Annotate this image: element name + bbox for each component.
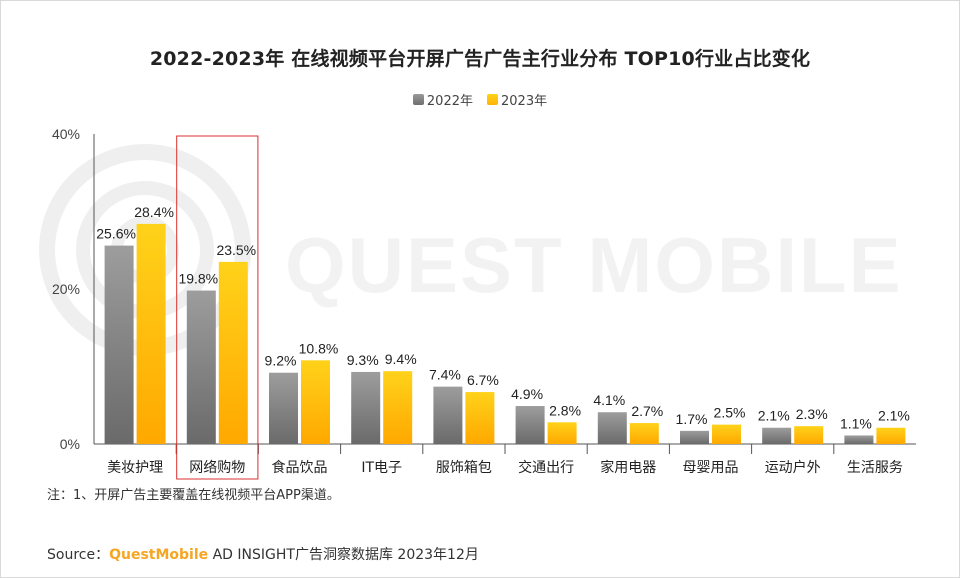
y-tick-label: 0% (60, 436, 80, 452)
bar-2022 (680, 430, 709, 444)
data-label: 28.4% (134, 204, 174, 220)
data-label: 9.3% (347, 352, 379, 368)
x-tick-label: 美妆护理 (107, 460, 163, 476)
bar-2022 (844, 435, 874, 444)
x-tick-label: 生活服务 (847, 460, 903, 476)
source-prefix: Source： (47, 547, 110, 563)
footnote: 注：1、开屏广告主要覆盖在线视频平台APP渠道。 (47, 488, 340, 503)
bar-2023 (712, 424, 741, 444)
x-tick-label: 网络购物 (189, 460, 245, 476)
data-label: 23.5% (216, 242, 256, 258)
data-label: 2.7% (631, 403, 663, 419)
data-label: 25.6% (96, 226, 136, 242)
data-label: 7.4% (429, 367, 461, 383)
x-tick-label: 运动户外 (765, 459, 821, 476)
data-label: 1.7% (676, 411, 708, 427)
bar-2022 (269, 372, 298, 444)
bar-2023 (301, 360, 330, 444)
data-label: 9.4% (385, 351, 417, 367)
bar-2022 (351, 371, 381, 444)
x-tick-label: 交通出行 (518, 459, 574, 476)
data-label: 2.8% (549, 402, 581, 418)
data-label: 9.2% (265, 353, 297, 369)
bar-2023 (383, 371, 413, 444)
x-tick-label: 服饰箱包 (436, 460, 492, 476)
bar-2023 (136, 223, 166, 444)
source-brand: QuestMobile (109, 547, 209, 563)
bar-2022 (597, 412, 627, 444)
data-label: 4.1% (593, 392, 625, 408)
bar-2023 (876, 427, 906, 444)
y-tick-label: 40% (52, 126, 80, 142)
x-tick-label: 家用电器 (600, 459, 656, 476)
legend-label-2023: 2023年 (501, 94, 548, 109)
data-label: 4.9% (511, 386, 543, 402)
chart-labels: 25.6% 28.4% 美妆护理 19.8% 23.5% 网络购物 9.2%10.8% 食品饮… (96, 204, 910, 476)
bar-2023 (629, 423, 659, 444)
chart-bars (104, 135, 906, 480)
x-tick-label: 食品饮品 (272, 459, 328, 476)
bar-2023 (794, 426, 824, 444)
source-rest: AD INSIGHT广告洞察数据库 2023年12月 (208, 547, 479, 563)
legend-swatch-2023 (487, 94, 498, 105)
source-line: Source： QuestMobile AD INSIGHT广告洞察数据库 20… (47, 544, 479, 564)
legend-swatch-2022 (412, 94, 424, 105)
legend-label-2022: 2022年 (426, 94, 473, 109)
watermark-text: QUEST MOBILE (285, 221, 903, 309)
data-label: 6.7% (467, 372, 499, 388)
bar-2022 (515, 406, 545, 444)
bar-2022 (433, 386, 463, 444)
data-label: 2.1% (878, 408, 910, 424)
chart-legend: 2022年 2023年 (0, 90, 960, 109)
data-label: 2.3% (796, 406, 828, 422)
bar-2022 (186, 290, 216, 444)
bar-2023 (465, 392, 495, 444)
data-label: 2.1% (758, 408, 790, 424)
data-label: 2.5% (714, 405, 746, 421)
y-tick-label: 20% (52, 281, 80, 297)
highlight-box (176, 135, 259, 480)
bar-2023 (218, 261, 248, 444)
data-label: 10.8% (299, 340, 339, 356)
chart-title: 2022-2023年 在线视频平台开屏广告广告主行业分布 TOP10行业占比变化 (149, 48, 811, 70)
data-label: 1.1% (840, 415, 872, 431)
bar-2022 (104, 245, 134, 444)
data-label: 19.8% (178, 271, 218, 287)
x-tick-label: 母婴用品 (683, 460, 739, 476)
bar-2022 (762, 427, 792, 444)
legend-item-2023: 2023年 (487, 90, 547, 109)
x-tick-label: IT电子 (361, 460, 402, 476)
legend-item-2022: 2022年 (412, 90, 473, 109)
bar-2023 (547, 422, 577, 444)
